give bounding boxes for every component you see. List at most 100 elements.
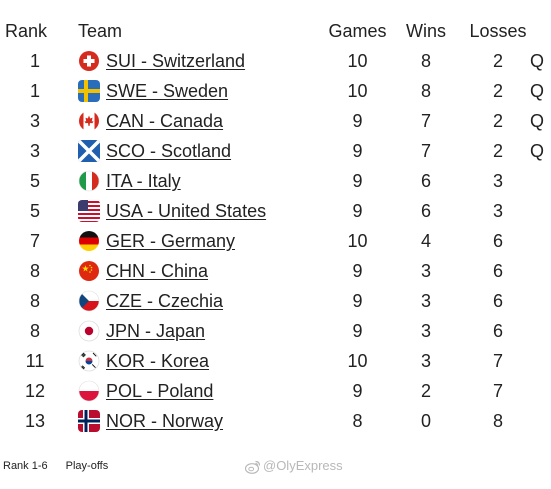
losses-cell: 6 bbox=[492, 291, 503, 311]
table-header: Rank Team Games Wins Losses bbox=[0, 16, 551, 46]
qualified-marker bbox=[530, 256, 550, 286]
table-row: 8 CHN - China 9 3 6 bbox=[0, 256, 551, 286]
table-row: 8 CZE - Czechia 9 3 6 bbox=[0, 286, 551, 316]
losses-cell: 6 bbox=[492, 261, 503, 281]
team-link[interactable]: SUI - Switzerland bbox=[106, 51, 246, 71]
rank-cell: 13 bbox=[24, 411, 46, 431]
qualified-marker: Q bbox=[530, 111, 545, 131]
wins-cell: 7 bbox=[420, 111, 431, 131]
rank-cell: 12 bbox=[24, 381, 46, 401]
korea-flag-icon bbox=[78, 350, 100, 372]
games-cell: 9 bbox=[352, 381, 363, 401]
wins-cell: 2 bbox=[420, 381, 431, 401]
wins-cell: 3 bbox=[420, 351, 431, 371]
scotland-flag-icon bbox=[78, 140, 100, 162]
team-link[interactable]: CZE - Czechia bbox=[106, 291, 224, 311]
games-cell: 9 bbox=[352, 321, 363, 341]
qualified-marker bbox=[530, 286, 550, 316]
rank-cell: 8 bbox=[29, 321, 40, 341]
header-team: Team bbox=[78, 21, 123, 41]
rank-cell: 7 bbox=[29, 231, 40, 251]
table-row: 1 SUI - Switzerland 10 8 2 Q bbox=[0, 46, 551, 76]
weibo-icon bbox=[244, 460, 261, 474]
table-row: 3 CAN - Canada 9 7 2 Q bbox=[0, 106, 551, 136]
team-link[interactable]: USA - United States bbox=[106, 201, 267, 221]
losses-cell: 2 bbox=[492, 111, 503, 131]
legend-label: Play-offs bbox=[65, 460, 109, 472]
team-link[interactable]: JPN - Japan bbox=[106, 321, 206, 341]
qualified-marker: Q bbox=[530, 81, 545, 101]
china-flag-icon bbox=[78, 260, 100, 282]
games-cell: 9 bbox=[352, 141, 363, 161]
qualified-marker bbox=[530, 346, 550, 376]
team-link[interactable]: POL - Poland bbox=[106, 381, 214, 401]
table-row: 12 POL - Poland 9 2 7 bbox=[0, 376, 551, 406]
switzerland-flag-icon bbox=[78, 50, 100, 72]
italy-flag-icon bbox=[78, 170, 100, 192]
games-cell: 8 bbox=[352, 411, 363, 431]
team-link[interactable]: SWE - Sweden bbox=[106, 81, 229, 101]
losses-cell: 6 bbox=[492, 321, 503, 341]
losses-cell: 2 bbox=[492, 81, 503, 101]
team-link[interactable]: CHN - China bbox=[106, 261, 209, 281]
games-cell: 10 bbox=[347, 81, 368, 101]
team-link[interactable]: GER - Germany bbox=[106, 231, 236, 251]
losses-cell: 3 bbox=[492, 171, 503, 191]
qualified-marker bbox=[530, 166, 550, 196]
table-row: 8 JPN - Japan 9 3 6 bbox=[0, 316, 551, 346]
rank-cell: 1 bbox=[29, 81, 40, 101]
team-link[interactable]: ITA - Italy bbox=[106, 171, 181, 191]
qualified-marker: Q bbox=[530, 141, 545, 161]
team-link[interactable]: CAN - Canada bbox=[106, 111, 224, 131]
header-wins: Wins bbox=[406, 21, 446, 41]
usa-flag-icon bbox=[78, 200, 100, 222]
wins-cell: 6 bbox=[420, 171, 431, 191]
team-link[interactable]: SCO - Scotland bbox=[106, 141, 232, 161]
rank-cell: 5 bbox=[29, 171, 40, 191]
rank-cell: 8 bbox=[29, 291, 40, 311]
rank-cell: 1 bbox=[29, 51, 40, 71]
games-cell: 10 bbox=[347, 351, 368, 371]
germany-flag-icon bbox=[78, 230, 100, 252]
rank-cell: 8 bbox=[29, 261, 40, 281]
wins-cell: 0 bbox=[420, 411, 431, 431]
rank-cell: 3 bbox=[29, 111, 40, 131]
rank-cell: 11 bbox=[25, 351, 45, 371]
table-row: 5 USA - United States 9 6 3 bbox=[0, 196, 551, 226]
games-cell: 9 bbox=[352, 261, 363, 281]
team-link[interactable]: NOR - Norway bbox=[106, 411, 224, 431]
standings-table: Rank Team Games Wins Losses 1 SUI - Switz… bbox=[0, 16, 551, 436]
table-row: 3 SCO - Scotland 9 7 2 Q bbox=[0, 136, 551, 166]
japan-flag-icon bbox=[78, 320, 100, 342]
table-row: 13 NOR - Norway 8 0 8 bbox=[0, 406, 551, 436]
losses-cell: 3 bbox=[492, 201, 503, 221]
poland-flag-icon bbox=[78, 380, 100, 402]
losses-cell: 6 bbox=[492, 231, 503, 251]
legend: Rank 1-6 Play-offs bbox=[3, 460, 108, 472]
games-cell: 9 bbox=[352, 201, 363, 221]
czechia-flag-icon bbox=[78, 290, 100, 312]
wins-cell: 7 bbox=[420, 141, 431, 161]
wins-cell: 3 bbox=[420, 321, 431, 341]
losses-cell: 7 bbox=[492, 351, 503, 371]
table-row: 5 ITA - Italy 9 6 3 bbox=[0, 166, 551, 196]
wins-cell: 3 bbox=[420, 261, 431, 281]
games-cell: 9 bbox=[352, 291, 363, 311]
header-losses: Losses bbox=[469, 21, 527, 41]
qualified-marker bbox=[530, 406, 550, 436]
games-cell: 9 bbox=[352, 111, 363, 131]
team-link[interactable]: KOR - Korea bbox=[106, 351, 210, 371]
games-cell: 10 bbox=[347, 231, 368, 251]
losses-cell: 2 bbox=[492, 51, 503, 71]
qualified-marker bbox=[530, 226, 550, 256]
norway-flag-icon bbox=[78, 410, 100, 432]
table-row: 11 KOR - Korea 10 3 7 bbox=[0, 346, 551, 376]
losses-cell: 8 bbox=[492, 411, 503, 431]
games-cell: 10 bbox=[347, 51, 368, 71]
qualified-marker: Q bbox=[530, 51, 545, 71]
wins-cell: 6 bbox=[420, 201, 431, 221]
table-row: 7 GER - Germany 10 4 6 bbox=[0, 226, 551, 256]
games-cell: 9 bbox=[352, 171, 363, 191]
header-games: Games bbox=[328, 21, 387, 41]
legend-range: Rank 1-6 bbox=[3, 460, 48, 472]
